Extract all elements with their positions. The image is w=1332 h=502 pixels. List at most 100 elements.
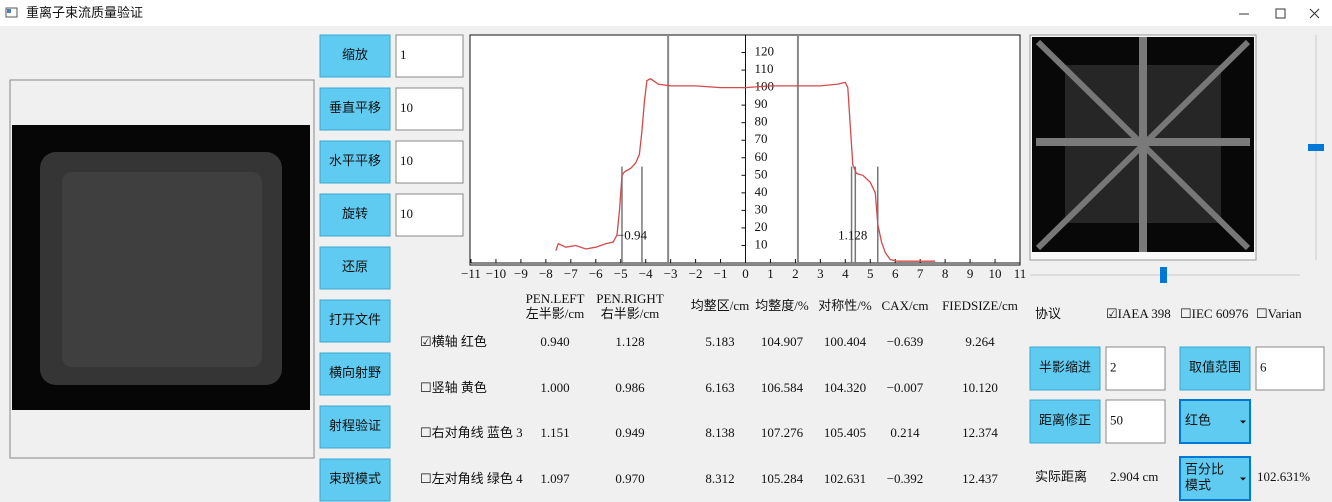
table-cell: 0.986	[615, 380, 645, 395]
x-tick-label: −10	[486, 266, 506, 281]
title-bar	[0, 0, 1332, 26]
y-tick-label: 80	[755, 114, 768, 129]
row-label[interactable]: ☑横轴 红色	[420, 334, 487, 349]
table-cell: 8.138	[705, 425, 734, 440]
table-cell: 9.264	[965, 334, 995, 349]
app-icon-detail	[7, 9, 11, 13]
button-label: 水平平移	[329, 153, 381, 168]
mode-value: 102.631%	[1257, 469, 1310, 484]
x-tick-label: −3	[664, 266, 678, 281]
button-label: 旋转	[342, 206, 368, 221]
x-tick-label: 3	[817, 266, 824, 281]
table-cell: 100.404	[824, 334, 867, 349]
table-header: FIEDSIZE/cm	[942, 298, 1018, 313]
table-cell: −0.639	[887, 334, 924, 349]
dropdown-value: 红色	[1185, 412, 1211, 427]
button-label: 射程验证	[329, 418, 381, 433]
x-tick-label: −4	[639, 266, 653, 281]
table-cell: 5.183	[705, 334, 734, 349]
table-cell: 0.214	[890, 425, 920, 440]
table-cell: 10.120	[962, 380, 998, 395]
row-label[interactable]: ☐左对角线 绿色 4	[420, 471, 523, 486]
table-cell: 104.320	[824, 380, 866, 395]
x-tick-label: −2	[689, 266, 703, 281]
table-header: PEN.LEFT	[526, 291, 585, 306]
button-label: 横向射野	[329, 365, 381, 380]
table-cell: 104.907	[761, 334, 804, 349]
x-tick-label: −8	[539, 266, 553, 281]
table-header: 均整度/%	[755, 298, 809, 313]
x-tick-label: 6	[892, 266, 899, 281]
protocol-option[interactable]: ☑IAEA 398	[1106, 306, 1171, 321]
x-tick-label: −7	[564, 266, 578, 281]
x-tick-label: −5	[614, 266, 628, 281]
x-tick-label: −9	[514, 266, 528, 281]
table-cell: 6.163	[705, 380, 734, 395]
table-cell: 12.437	[962, 471, 998, 486]
protocol-option[interactable]: ☐Varian	[1256, 306, 1302, 321]
input-value: 1	[400, 47, 407, 62]
vertical-slider-thumb[interactable]	[1308, 144, 1324, 151]
table-cell: −0.007	[887, 380, 924, 395]
x-tick-label: 4	[842, 266, 849, 281]
table-header: 对称性/%	[818, 298, 872, 313]
row-label[interactable]: ☐右对角线 蓝色 3	[420, 425, 523, 440]
row-label[interactable]: ☐竖轴 黄色	[420, 380, 487, 395]
horizontal-slider-thumb[interactable]	[1160, 267, 1167, 283]
table-header: CAX/cm	[882, 298, 929, 313]
button-label: 还原	[342, 259, 368, 274]
x-tick-label: −6	[589, 266, 603, 281]
input-value: 10	[400, 100, 413, 115]
table-cell: 106.584	[761, 380, 804, 395]
table-cell: 1.000	[540, 380, 569, 395]
protocol-option[interactable]: ☐IEC 60976	[1180, 306, 1249, 321]
y-tick-label: 20	[755, 219, 768, 234]
x-tick-label: 9	[967, 266, 974, 281]
button-label: 缩放	[342, 47, 368, 62]
input-value: 2	[1110, 359, 1117, 374]
window-title: 重离子束流质量验证	[26, 5, 143, 20]
table-cell: 1.128	[615, 334, 644, 349]
x-tick-label: 1	[767, 266, 774, 281]
protocol-label: 协议	[1035, 306, 1061, 321]
x-tick-label: 10	[989, 266, 1002, 281]
y-tick-label: 90	[755, 96, 768, 111]
x-tick-label: 5	[867, 266, 874, 281]
y-tick-label: 40	[755, 184, 768, 199]
x-tick-label: 11	[1014, 266, 1027, 281]
table-cell: 0.949	[615, 425, 644, 440]
table-header: 右半影/cm	[601, 306, 660, 321]
table-cell: 12.374	[962, 425, 998, 440]
x-tick-label: 8	[942, 266, 949, 281]
x-tick-label: 7	[917, 266, 924, 281]
button-label: 打开文件	[329, 312, 381, 327]
table-cell: 1.097	[540, 471, 570, 486]
y-tick-label: 120	[755, 44, 775, 59]
y-tick-label: 110	[755, 61, 774, 76]
y-tick-label: 50	[755, 166, 768, 181]
table-header: 左半影/cm	[526, 306, 585, 321]
y-tick-label: 60	[755, 149, 768, 164]
button-label: 半影缩进	[1039, 359, 1091, 374]
beam-spot-inner	[62, 172, 262, 367]
x-tick-label: 0	[742, 266, 749, 281]
y-tick-label: 70	[755, 131, 768, 146]
table-cell: 0.970	[615, 471, 644, 486]
table-cell: −0.392	[887, 471, 924, 486]
input-value: 6	[1260, 359, 1267, 374]
input-value: 50	[1110, 412, 1123, 427]
x-tick-label: 2	[792, 266, 799, 281]
table-header: 均整区/cm	[691, 298, 750, 313]
button-label: 距离修正	[1039, 412, 1091, 427]
penumbra-annotation: 1.128	[838, 228, 867, 243]
y-tick-label: 10	[755, 236, 768, 251]
table-cell: 1.151	[540, 425, 569, 440]
actual-distance-label: 实际距离	[1035, 469, 1087, 484]
table-cell: 0.940	[540, 334, 569, 349]
input-value: 10	[400, 153, 413, 168]
table-cell: 102.631	[824, 471, 866, 486]
button-label: 垂直平移	[329, 100, 381, 115]
table-cell: 105.284	[761, 471, 804, 486]
button-label: 束斑模式	[329, 471, 381, 486]
table-cell: 8.312	[705, 471, 734, 486]
